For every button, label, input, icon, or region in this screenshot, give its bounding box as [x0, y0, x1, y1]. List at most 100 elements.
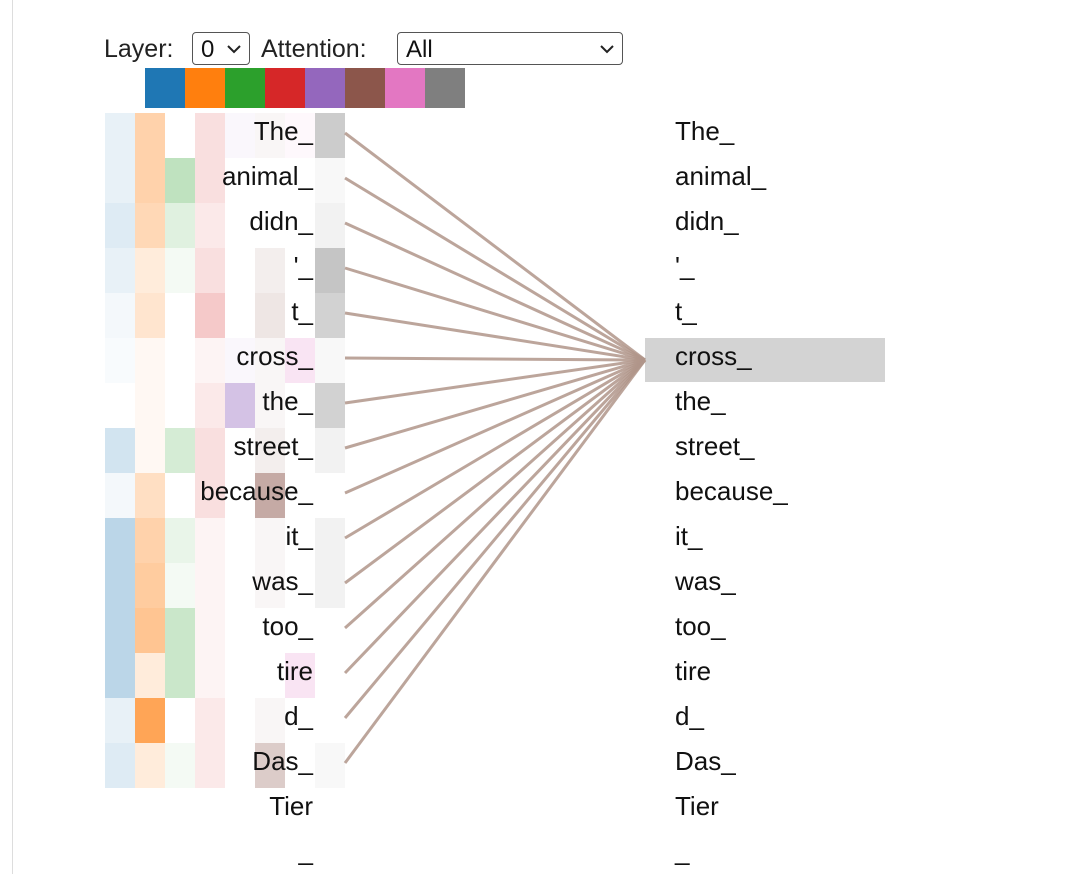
heat-cell [195, 698, 225, 743]
heat-cell [105, 113, 135, 158]
attention-line [344, 358, 646, 585]
heat-cell [225, 338, 255, 383]
heat-cell [255, 743, 285, 788]
heat-cell [225, 248, 255, 293]
heat-cell [255, 518, 285, 563]
left-token[interactable]: too_ [262, 611, 313, 641]
heat-cell [165, 653, 195, 698]
left-token[interactable]: the_ [262, 386, 313, 416]
right-token[interactable]: because_ [675, 476, 788, 506]
right-token[interactable]: animal_ [675, 161, 767, 191]
heat-cell [315, 158, 345, 203]
left-token[interactable]: it_ [286, 521, 314, 551]
right-token[interactable]: the_ [675, 386, 726, 416]
right-token[interactable]: Tier [675, 791, 719, 821]
head-swatch[interactable] [425, 68, 465, 108]
right-token[interactable]: street_ [675, 431, 755, 461]
heat-cell [255, 428, 285, 473]
border [12, 0, 13, 874]
heat-cell [165, 563, 195, 608]
heat-cell [165, 293, 195, 338]
heat-cell [255, 248, 285, 293]
heat-cell [315, 518, 345, 563]
left-token[interactable]: didn_ [249, 206, 313, 236]
heat-cell [225, 698, 255, 743]
heat-cell [195, 518, 225, 563]
right-token[interactable]: tire [675, 656, 711, 686]
right-token[interactable]: Das_ [675, 746, 736, 776]
heat-cell [195, 743, 225, 788]
heat-cell [225, 293, 255, 338]
attention-line [344, 131, 646, 362]
heat-cell [135, 608, 165, 653]
right-token[interactable]: didn_ [675, 206, 739, 236]
left-token[interactable]: Das_ [252, 746, 313, 776]
heat-cell [285, 338, 315, 383]
left-token[interactable]: animal_ [222, 161, 314, 191]
left-token[interactable]: because_ [200, 476, 313, 506]
right-token[interactable]: cross_ [675, 341, 752, 371]
head-swatch[interactable] [385, 68, 425, 108]
head-swatch[interactable] [265, 68, 305, 108]
left-token[interactable]: street_ [234, 431, 314, 461]
heat-cell [225, 518, 255, 563]
heat-cell [165, 383, 195, 428]
attention-line [344, 358, 646, 630]
heat-cell [135, 338, 165, 383]
right-token[interactable]: The_ [675, 116, 735, 146]
left-token[interactable]: '_ [294, 251, 314, 281]
head-swatch[interactable] [345, 68, 385, 108]
heat-cell [255, 113, 285, 158]
heat-cell [105, 653, 135, 698]
heat-cell [165, 248, 195, 293]
left-token[interactable]: t_ [291, 296, 313, 326]
head-swatch[interactable] [305, 68, 345, 108]
heat-cell [165, 518, 195, 563]
head-swatch[interactable] [225, 68, 265, 108]
heat-cell [315, 698, 345, 743]
heat-cell [105, 338, 135, 383]
heat-cell [255, 338, 285, 383]
selected-highlight [645, 338, 885, 382]
left-token[interactable]: was_ [251, 566, 313, 596]
right-token[interactable]: _ [674, 836, 690, 866]
left-token[interactable]: Tier [269, 791, 313, 821]
right-token[interactable]: d_ [675, 701, 704, 731]
left-token[interactable]: tire [277, 656, 313, 686]
heat-cell [105, 158, 135, 203]
attention-line [343, 358, 647, 675]
heat-cell [315, 743, 345, 788]
left-token[interactable]: The_ [254, 116, 314, 146]
heat-cell [195, 563, 225, 608]
heat-cell [165, 428, 195, 473]
left-token[interactable]: cross_ [236, 341, 313, 371]
heat-cell [105, 293, 135, 338]
right-token[interactable]: '_ [675, 251, 695, 281]
heat-cell [165, 338, 195, 383]
left-token[interactable]: _ [298, 836, 314, 866]
right-token[interactable]: it_ [675, 521, 703, 551]
heat-cell [225, 383, 255, 428]
attention-select[interactable]: All [397, 32, 623, 65]
heat-cell [225, 113, 255, 158]
heat-cell [285, 653, 315, 698]
heat-cell [255, 563, 285, 608]
attention-line [344, 221, 646, 362]
head-swatch[interactable] [145, 68, 185, 108]
left-token[interactable]: d_ [284, 701, 313, 731]
heat-cell [195, 113, 225, 158]
heat-cell [315, 383, 345, 428]
heat-cell [135, 113, 165, 158]
layer-select[interactable]: 0 [192, 32, 250, 65]
heat-cell [255, 698, 285, 743]
right-token[interactable]: too_ [675, 611, 726, 641]
heat-cell [105, 563, 135, 608]
right-token[interactable]: was_ [674, 566, 736, 596]
right-token[interactable]: t_ [675, 296, 697, 326]
heat-cell [135, 158, 165, 203]
head-swatch[interactable] [185, 68, 225, 108]
attention-line [344, 356, 646, 362]
heat-cell [255, 383, 285, 428]
